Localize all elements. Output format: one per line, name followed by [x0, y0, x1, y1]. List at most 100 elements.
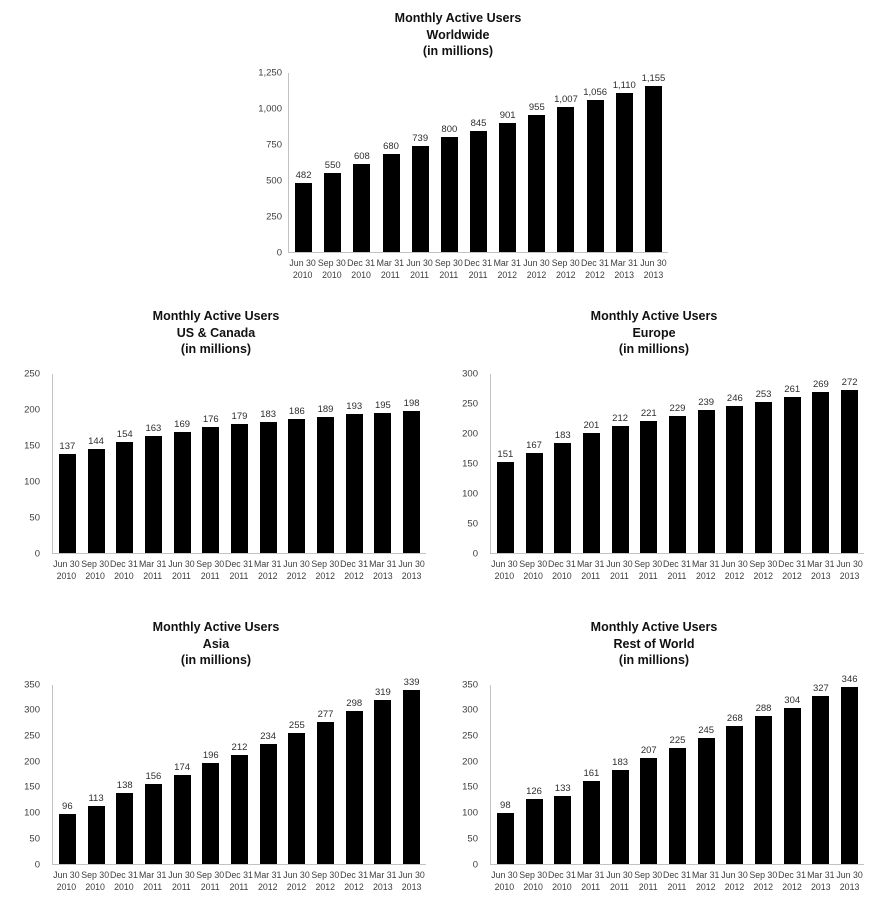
bar-column: 183 — [254, 409, 283, 553]
bar — [668, 748, 686, 864]
bars-group: 482 550 608 680 739 800 845 901 955 1,007 1,056 1,1… — [289, 73, 668, 252]
bar — [726, 726, 744, 864]
bar-value-label: 201 — [583, 419, 600, 431]
bar-column: 212 — [606, 413, 635, 553]
plot-frame: 98 126 133 161 183 207 225 245 268 288 304 327 346 — [490, 674, 864, 865]
bar-value-label: 96 — [62, 801, 73, 813]
bar-column: 346 — [835, 674, 864, 864]
y-axis-tick-label: 300 — [462, 704, 478, 716]
chart-canvas: 0 50 100 150 200 250 300 350 96 113 138 156 174 196 21… — [6, 677, 426, 895]
x-axis-tick-label: Sep 30 2012 — [749, 558, 778, 582]
x-axis: Jun 30 2010 Sep 30 2010 Dec 31 2010 Mar 31 2011… — [248, 257, 668, 283]
x-axis-tick-label: Mar 31 2012 — [692, 869, 720, 893]
x-axis-tick-label: Jun 30 2011 — [406, 257, 433, 281]
bar — [116, 792, 134, 864]
x-axis-tick-label: Mar 31 2012 — [692, 558, 720, 582]
bar-column: 151 — [491, 449, 520, 553]
bar-value-label: 1,056 — [583, 87, 608, 99]
bar-value-label: 482 — [295, 169, 312, 181]
bar — [144, 783, 162, 864]
bar-column: 212 — [225, 742, 254, 864]
bar-value-label: 269 — [812, 379, 829, 390]
bar — [374, 700, 392, 864]
bar-value-label: 680 — [383, 141, 399, 153]
y-axis-tick-label: 1,250 — [258, 67, 282, 78]
x-axis-tick-label: Dec 31 2010 — [347, 257, 376, 281]
plot-frame: 482 550 608 680 739 800 845 901 955 1,007 1,056 1,1… — [288, 72, 668, 253]
bar-column: 163 — [139, 423, 168, 553]
x-axis-tick-label: Sep 30 2011 — [634, 558, 663, 582]
y-axis-tick-label: 200 — [24, 404, 40, 415]
bar — [582, 781, 600, 864]
chart-europe: Monthly Active Users Europe (in millions… — [444, 308, 864, 583]
bar-value-label: 169 — [174, 418, 191, 430]
chart-subtitle: US & Canada — [176, 325, 256, 340]
bar-column: 154 — [110, 429, 139, 553]
bar-column: 955 — [522, 102, 551, 252]
bar-value-label: 346 — [841, 673, 858, 685]
chart-title-block: Monthly Active Users US & Canada (in mil… — [6, 308, 426, 358]
bar-value-label: 98 — [500, 800, 511, 812]
bar-column: 169 — [168, 419, 197, 553]
bar — [288, 419, 306, 553]
bar-column: 193 — [340, 401, 369, 553]
bar-value-label: 161 — [583, 768, 600, 780]
y-axis-tick-label: 150 — [24, 440, 40, 451]
y-axis-tick-label: 50 — [467, 518, 478, 529]
y-axis-tick-label: 250 — [266, 211, 282, 222]
x-axis-labels: Jun 30 2010 Sep 30 2010 Dec 31 2010 Mar 31 2011… — [288, 257, 668, 283]
bar — [841, 686, 859, 864]
x-axis-tick-label: Jun 30 2011 — [168, 869, 195, 893]
bar — [345, 414, 363, 553]
x-axis-tick-label: Jun 30 2010 — [491, 558, 518, 582]
chart-us-canada: Monthly Active Users US & Canada (in mil… — [6, 308, 426, 583]
plot-frame: 96 113 138 156 174 196 212 234 255 277 298 319 339 — [52, 677, 426, 865]
bar-value-label: 186 — [288, 406, 305, 418]
x-axis-tick-label: Sep 30 2012 — [311, 558, 340, 582]
bar — [202, 426, 220, 553]
bars-group: 151 167 183 201 212 221 229 239 246 253 261 269 272 — [491, 374, 864, 553]
x-axis-tick-label: Jun 30 2013 — [398, 869, 425, 893]
bar-value-label: 245 — [698, 725, 715, 737]
x-axis-tick-label: Mar 31 2011 — [138, 558, 167, 582]
bar-value-label: 319 — [374, 687, 391, 699]
chart-canvas: 0 50 100 150 200 250 300 350 98 126 133 161 183 207 22… — [444, 674, 864, 895]
bar — [230, 755, 248, 864]
x-axis-tick-label: Jun 30 2013 — [398, 558, 425, 582]
bar-column: 198 — [397, 398, 426, 553]
bar-value-label: 179 — [231, 411, 248, 423]
chart-rest-of-world: Monthly Active Users Rest of World (in m… — [444, 619, 864, 894]
x-axis-tick-label: Dec 31 2010 — [547, 558, 576, 582]
bar — [116, 442, 134, 553]
x-axis: Jun 30 2010 Sep 30 2010 Dec 31 2010 Mar 31 2011… — [444, 869, 864, 895]
chart-title: Monthly Active Users — [590, 620, 718, 634]
x-axis-tick-label: Dec 31 2012 — [778, 558, 806, 582]
x-axis-tick-label: Dec 31 2012 — [778, 869, 806, 893]
bar-column: 239 — [692, 397, 721, 553]
bar-column: 680 — [376, 141, 405, 252]
bar — [812, 696, 830, 864]
chart-subtitle: Europe — [632, 325, 676, 340]
bar — [640, 757, 658, 864]
bar — [295, 182, 313, 252]
y-axis: 0 50 100 150 200 250 300 350 — [6, 679, 52, 870]
plot-frame: 137 144 154 163 169 176 179 183 186 189 193 195 198 — [52, 373, 426, 554]
bar-value-label: 1,007 — [554, 94, 578, 106]
bar — [726, 405, 744, 553]
x-axis-tick-label: Mar 31 2013 — [369, 869, 397, 893]
y-axis-tick-label: 350 — [24, 679, 40, 690]
chart-title: Monthly Active Users — [394, 11, 522, 25]
bar — [403, 410, 421, 553]
bar — [755, 716, 773, 864]
chart-plot-area: 0 50 100 150 200 250 300 151 167 183 201 212 221 229 2… — [444, 368, 864, 559]
x-axis-spacer — [6, 869, 52, 895]
x-axis-tick-label: Mar 31 2012 — [254, 869, 282, 893]
bar-value-label: 183 — [554, 430, 571, 442]
bar-column: 229 — [663, 403, 692, 553]
bar — [317, 721, 335, 864]
bar — [470, 130, 488, 252]
bar-column: 327 — [807, 683, 836, 864]
bar-value-label: 196 — [202, 750, 219, 762]
bar-column: 550 — [318, 160, 347, 252]
bar-value-label: 156 — [145, 770, 162, 782]
